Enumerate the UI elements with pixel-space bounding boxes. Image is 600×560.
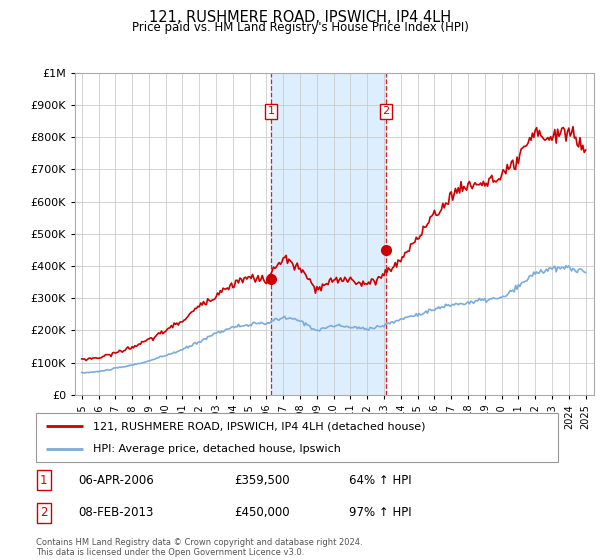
Text: 121, RUSHMERE ROAD, IPSWICH, IP4 4LH: 121, RUSHMERE ROAD, IPSWICH, IP4 4LH <box>149 10 451 25</box>
FancyBboxPatch shape <box>36 413 558 462</box>
Bar <box>271 73 386 395</box>
Text: 64% ↑ HPI: 64% ↑ HPI <box>349 474 412 487</box>
Text: Contains HM Land Registry data © Crown copyright and database right 2024.
This d: Contains HM Land Registry data © Crown c… <box>36 538 362 557</box>
Text: 1: 1 <box>268 106 275 116</box>
Text: £450,000: £450,000 <box>235 506 290 519</box>
Text: 08-FEB-2013: 08-FEB-2013 <box>78 506 153 519</box>
Text: 1: 1 <box>40 474 47 487</box>
Text: HPI: Average price, detached house, Ipswich: HPI: Average price, detached house, Ipsw… <box>94 444 341 454</box>
Text: 97% ↑ HPI: 97% ↑ HPI <box>349 506 412 519</box>
Text: 121, RUSHMERE ROAD, IPSWICH, IP4 4LH (detached house): 121, RUSHMERE ROAD, IPSWICH, IP4 4LH (de… <box>94 421 426 431</box>
Text: 2: 2 <box>40 506 47 519</box>
Text: £359,500: £359,500 <box>235 474 290 487</box>
Text: Price paid vs. HM Land Registry's House Price Index (HPI): Price paid vs. HM Land Registry's House … <box>131 21 469 34</box>
Text: 2: 2 <box>382 106 389 116</box>
Text: 06-APR-2006: 06-APR-2006 <box>78 474 154 487</box>
